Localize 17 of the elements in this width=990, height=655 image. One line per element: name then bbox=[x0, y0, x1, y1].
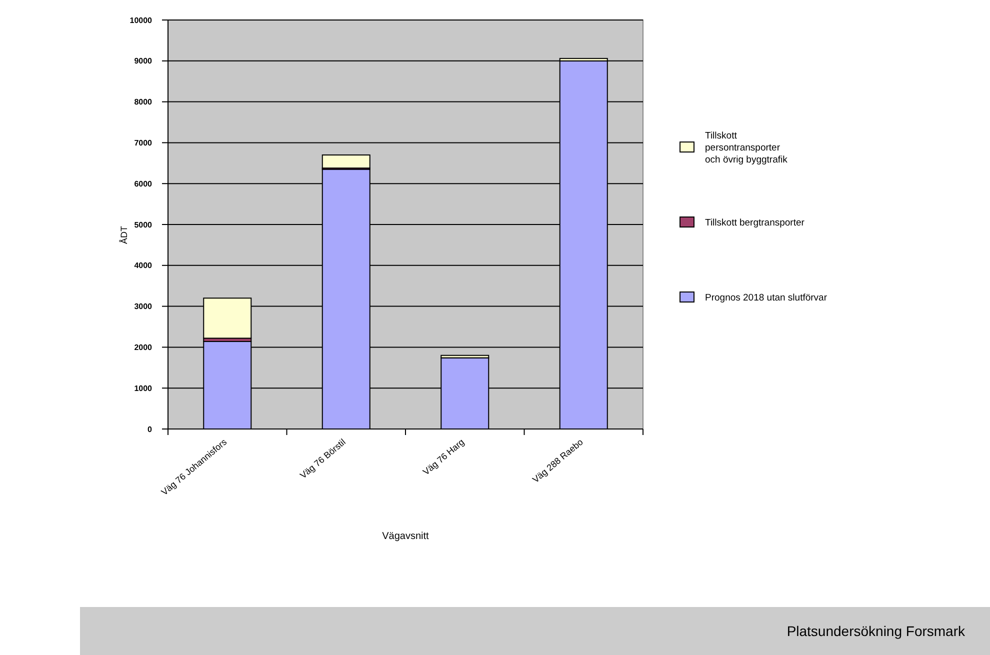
legend-label: Prognos 2018 utan slutförvar bbox=[705, 292, 827, 304]
y-axis-title: ÅDT bbox=[119, 226, 129, 244]
y-tick-label: 10000 bbox=[130, 16, 153, 25]
text: Platsundersökning Forsmark bbox=[786, 623, 966, 639]
legend-label: Tillskott bergtransporter bbox=[705, 217, 804, 228]
y-tick-label: 2000 bbox=[134, 343, 153, 352]
y-tick-label: 5000 bbox=[134, 220, 153, 230]
x-axis-title: Vägavsnitt bbox=[382, 531, 430, 542]
y-tick-label: 1000 bbox=[134, 384, 153, 393]
y-tick-label: 4000 bbox=[134, 261, 153, 270]
y-tick-label: 0 bbox=[148, 424, 153, 434]
y-tick-label: 7000 bbox=[134, 138, 153, 148]
legend-label: Tillskott persontransporter och övrig byggtrafik bbox=[705, 130, 788, 166]
y-tick-label: 6000 bbox=[134, 179, 153, 188]
y-tick-label: 3000 bbox=[134, 302, 153, 312]
y-tick-label: 9000 bbox=[134, 56, 153, 66]
y-tick-label: 8000 bbox=[134, 98, 153, 107]
